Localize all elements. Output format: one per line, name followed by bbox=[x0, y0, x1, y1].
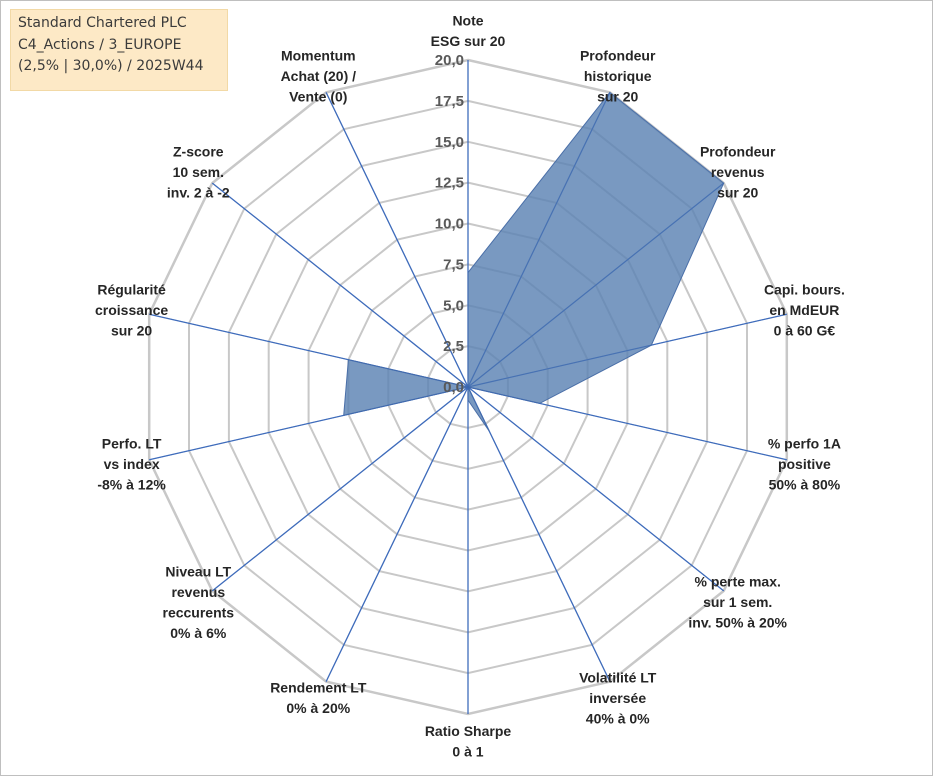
axis-label-4: % perfo 1A positive 50% à 80% bbox=[768, 435, 841, 492]
axis-label-line: Note bbox=[452, 13, 483, 29]
axis-label-11: Régularité croissance sur 20 bbox=[95, 282, 168, 339]
axis-label-line: % perte max. bbox=[695, 574, 781, 590]
axis-label-line: Rendement LT bbox=[270, 680, 367, 696]
axis-label-line: ESG sur 20 bbox=[431, 33, 506, 49]
axis-label-line: sur 20 bbox=[597, 89, 638, 105]
axis-label-line: Ratio Sharpe bbox=[425, 723, 512, 739]
info-box: Standard Chartered PLC C4_Actions / 3_EU… bbox=[10, 9, 228, 91]
axis-label-0: Note ESG sur 20 bbox=[431, 13, 506, 50]
axis-label-line: Vente (0) bbox=[289, 89, 347, 105]
axis-label-line: 40% à 0% bbox=[586, 710, 650, 726]
series-layer bbox=[149, 60, 787, 714]
axis-label-7: Ratio Sharpe 0 à 1 bbox=[425, 723, 512, 760]
axis-label-line: sur 1 sem. bbox=[703, 594, 772, 610]
axis-label-2: Profondeur revenus sur 20 bbox=[700, 143, 776, 200]
spoke-overlay-9 bbox=[211, 386, 469, 592]
axis-label-line: Profondeur bbox=[700, 143, 776, 159]
axis-label-10: Perfo. LT vs index -8% à 12% bbox=[97, 435, 166, 492]
tick-label: 0,0 bbox=[443, 379, 464, 396]
info-line-2: C4_Actions / 3_EUROPE bbox=[18, 36, 182, 53]
spoke-overlay-8 bbox=[325, 386, 469, 682]
axis-label-13: Momentum Achat (20) / Vente (0) bbox=[281, 48, 357, 105]
axis-label-line: inv. 50% à 20% bbox=[688, 615, 787, 631]
axis-label-3: Capi. bours. en MdEUR 0 à 60 G€ bbox=[764, 282, 845, 339]
axis-label-line: 0% à 20% bbox=[286, 700, 350, 716]
spoke-overlay-4 bbox=[467, 386, 787, 461]
tick-label: 7,5 bbox=[443, 256, 464, 273]
tick-label: 17,5 bbox=[435, 93, 464, 110]
info-line-1: Standard Chartered PLC bbox=[18, 15, 187, 31]
axis-label-line: Profondeur bbox=[580, 48, 656, 64]
axis-label-line: 50% à 80% bbox=[769, 476, 841, 492]
tick-layer: 0,0 2,5 5,0 7,5 10,0 12,5 15,0 17,5 20,0 bbox=[435, 52, 464, 396]
tick-label: 5,0 bbox=[443, 297, 464, 314]
spoke-overlay-11 bbox=[149, 313, 469, 388]
axis-label-line: Momentum bbox=[281, 48, 356, 64]
tick-label: 12,5 bbox=[435, 175, 464, 192]
axis-label-8: Rendement LT 0% à 20% bbox=[270, 680, 367, 717]
axis-label-line: 10 sem. bbox=[173, 164, 224, 180]
axis-label-line: Capi. bours. bbox=[764, 282, 845, 298]
axis-label-line: inversée bbox=[589, 690, 646, 706]
info-line-3: (2,5% | 30,0%) / 2025W44 bbox=[18, 58, 204, 74]
axis-label-line: en MdEUR bbox=[769, 302, 839, 318]
axis-label-9: Niveau LT revenus reccurents 0% à 6% bbox=[163, 563, 235, 641]
spoke-overlay-1 bbox=[467, 92, 611, 388]
tick-label: 2,5 bbox=[443, 338, 464, 355]
spoke-overlay-13 bbox=[325, 92, 469, 388]
axis-label-line: Niveau LT bbox=[165, 563, 231, 579]
axis-label-line: 0 à 60 G€ bbox=[774, 323, 836, 339]
axis-label-line: positive bbox=[778, 456, 831, 472]
axis-label-line: -8% à 12% bbox=[97, 476, 166, 492]
axis-label-line: Régularité bbox=[97, 282, 166, 298]
tick-label: 10,0 bbox=[435, 216, 464, 233]
axis-label-line: Perfo. LT bbox=[102, 435, 162, 451]
axis-label-line: 0% à 6% bbox=[170, 625, 227, 641]
axis-label-12: Z-score 10 sem. inv. 2 à -2 bbox=[167, 143, 230, 200]
spoke-overlay-10 bbox=[149, 386, 469, 461]
axis-label-line: reccurents bbox=[163, 604, 235, 620]
axis-label-line: sur 20 bbox=[111, 323, 152, 339]
axis-label-line: vs index bbox=[104, 456, 160, 472]
axis-label-6: Volatilité LT inversée 40% à 0% bbox=[579, 669, 657, 726]
axis-label-line: croissance bbox=[95, 302, 168, 318]
axis-label-line: Volatilité LT bbox=[579, 669, 657, 685]
axis-label-line: Achat (20) / bbox=[281, 68, 357, 84]
axis-label-5: % perte max. sur 1 sem. inv. 50% à 20% bbox=[688, 574, 787, 631]
axis-label-1: Profondeur historique sur 20 bbox=[580, 48, 656, 105]
axis-label-line: % perfo 1A bbox=[768, 435, 841, 451]
axis-label-line: Z-score bbox=[173, 143, 224, 159]
axis-label-line: 0 à 1 bbox=[452, 744, 483, 760]
spoke-overlay-2 bbox=[467, 182, 725, 388]
axis-label-line: revenus bbox=[171, 584, 225, 600]
label-layer: Note ESG sur 20 Profondeur historique sur 20… bbox=[95, 13, 845, 760]
spoke-overlay-3 bbox=[467, 313, 787, 388]
axis-label-line: revenus bbox=[711, 164, 765, 180]
spoke-overlay-6 bbox=[467, 386, 611, 682]
spoke-overlay-5 bbox=[467, 386, 725, 592]
axis-label-line: historique bbox=[584, 68, 652, 84]
tick-label: 20,0 bbox=[435, 52, 464, 69]
spoke-overlay-12 bbox=[211, 182, 469, 388]
axis-label-line: sur 20 bbox=[717, 184, 758, 200]
axis-label-line: inv. 2 à -2 bbox=[167, 184, 230, 200]
tick-label: 15,0 bbox=[435, 134, 464, 151]
